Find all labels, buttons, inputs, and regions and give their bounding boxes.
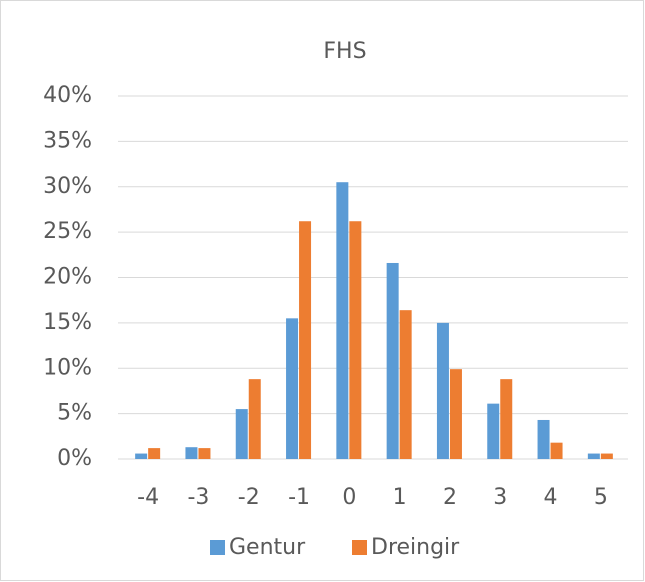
legend-swatch — [352, 540, 367, 555]
y-tick-label: 0% — [57, 446, 92, 471]
y-tick-label: 20% — [43, 265, 92, 290]
bar — [299, 221, 312, 459]
chart-title: FHS — [323, 39, 366, 64]
bar — [135, 453, 148, 459]
x-tick-label: -2 — [238, 485, 260, 510]
x-tick-label: 1 — [393, 485, 407, 510]
x-tick-label: -1 — [288, 485, 310, 510]
bar — [500, 379, 513, 459]
bar — [449, 369, 462, 459]
bar — [436, 322, 449, 459]
bar — [386, 262, 399, 459]
bar — [198, 448, 211, 459]
bar — [399, 310, 412, 459]
bar — [286, 318, 299, 459]
bar — [600, 453, 613, 459]
y-tick-label: 40% — [43, 83, 92, 108]
bar — [537, 419, 550, 459]
bar — [148, 448, 161, 459]
y-tick-label: 25% — [43, 219, 92, 244]
x-tick-label: -3 — [187, 485, 209, 510]
bar — [336, 182, 349, 459]
x-tick-label: 5 — [594, 485, 608, 510]
bar — [235, 409, 248, 459]
bar — [248, 379, 261, 459]
bar — [185, 447, 198, 459]
x-tick-label: 3 — [493, 485, 507, 510]
bar — [550, 442, 563, 459]
y-tick-label: 35% — [43, 128, 92, 153]
bar — [487, 403, 500, 459]
y-tick-label: 5% — [57, 401, 92, 426]
bar — [587, 453, 600, 459]
legend-label: Dreingir — [371, 535, 460, 560]
legend-swatch — [210, 540, 225, 555]
y-tick-label: 10% — [43, 355, 92, 380]
x-tick-label: 2 — [443, 485, 457, 510]
legend-label: Gentur — [229, 535, 306, 560]
y-tick-label: 15% — [43, 310, 92, 335]
y-tick-label: 30% — [43, 174, 92, 199]
x-tick-label: 0 — [342, 485, 356, 510]
x-tick-label: 4 — [544, 485, 558, 510]
bar — [349, 221, 362, 459]
x-tick-label: -4 — [137, 485, 159, 510]
